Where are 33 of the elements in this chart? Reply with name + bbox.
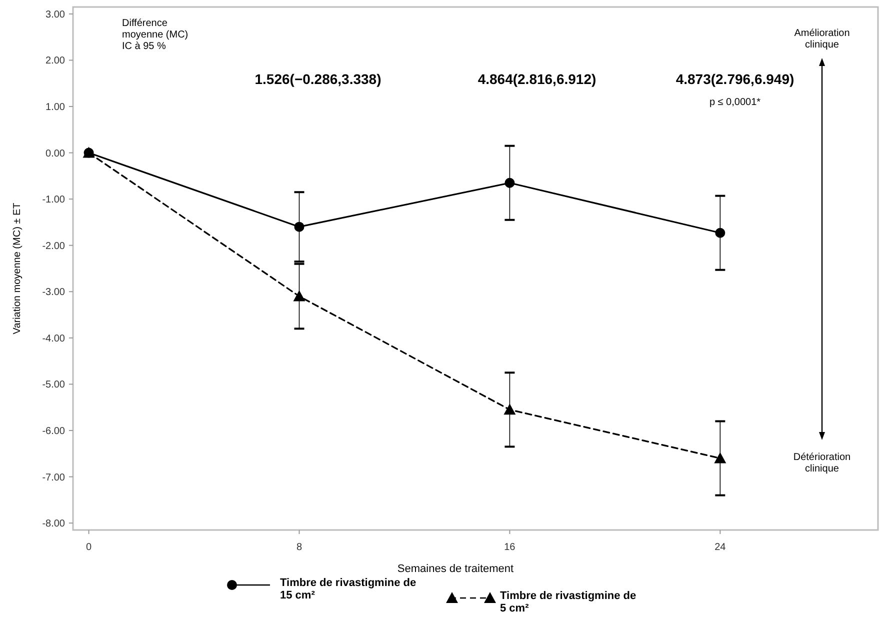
x-tick-label: 16 [504,542,516,553]
x-tick-label: 8 [296,542,302,553]
annotation: Amélioration clinique [794,28,850,50]
y-tick-label: -2.00 [42,240,66,252]
y-tick-label: 1.00 [46,102,66,114]
y-tick-label: -1.00 [42,194,66,206]
annotation: p ≤ 0,0001* [709,97,761,108]
legend-label: Timbre de rivastigmine de 5 cm² [500,590,636,614]
point [504,178,515,188]
annotation: 4.873(2.796,6.949) [676,71,794,88]
y-axis-title: Variation moyenne (MC) ± ET [12,202,23,334]
point [293,290,306,302]
annotation: 1.526(−0.286,3.338) [254,71,382,88]
point [294,222,304,232]
annotation: 4.864(2.816,6.912) [478,71,596,88]
x-tick-label: 0 [86,542,92,553]
y-tick-label: -3.00 [42,287,66,298]
y-tick-label: -5.00 [42,380,66,391]
y-tick-label: 2.00 [46,56,66,67]
x-tick-label: 24 [714,542,726,553]
point [504,404,516,415]
y-tick-label: -8.00 [42,518,66,530]
point [714,452,726,464]
y-tick-label: -7.00 [42,472,66,484]
annotation: Différence moyenne (MC) IC à 95 % [122,18,188,52]
point [715,228,726,238]
y-tick-label: 0.00 [46,148,66,160]
y-tick-label: -6.00 [42,426,66,437]
y-tick-label: -4.00 [42,333,66,344]
y-tick-label: 3.00 [46,9,66,20]
legend-label: Timbre de rivastigmine de 15 cm² [280,576,416,602]
x-axis-title: Semaines de traitement [397,563,514,575]
annotation: Détérioration clinique [793,452,851,474]
